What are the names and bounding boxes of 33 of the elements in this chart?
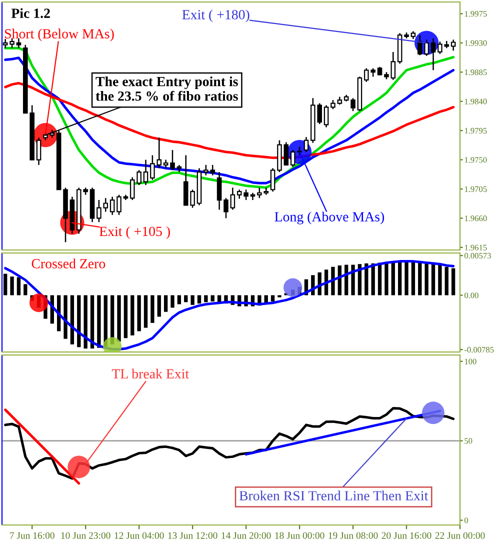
y-tick-label: 50 — [464, 438, 472, 444]
y-tick-label: 0.00573 — [464, 252, 491, 259]
annotation: Crossed Zero — [32, 258, 106, 268]
x-tick-label: 18 Jun 00:00 — [275, 532, 324, 539]
y-tick-label: 1.9750 — [464, 157, 487, 163]
y-tick-label: 1.9615 — [464, 244, 487, 250]
chart-title: Pic 1.2 — [11, 8, 50, 18]
annotation: Exit ( +105 ) — [99, 226, 170, 239]
annotation: TL break Exit — [112, 368, 190, 379]
y-tick-label: 1.9930 — [464, 40, 487, 46]
x-tick-label: 14 Jun 20:00 — [222, 532, 271, 539]
x-tick-label: 13 Jun 12:00 — [168, 532, 218, 539]
x-tick-label: 20 Jun 16:00 — [382, 532, 432, 539]
y-tick-label: 1.9705 — [464, 186, 487, 192]
y-tick-label: 0.00 — [464, 292, 478, 298]
y-tick-label: 1.9795 — [464, 128, 487, 134]
annotation: Broken RSI Trend Line Then Exit — [239, 490, 428, 500]
y-tick-label: 1.9660 — [464, 216, 487, 222]
y-tick-label: 1.9885 — [464, 69, 487, 76]
x-tick-label: 19 Jun 08:00 — [328, 532, 378, 539]
y-tick-label: 100 — [464, 358, 476, 364]
y-tick-label: 1.9975 — [464, 11, 487, 17]
y-tick-label: 0 — [464, 518, 468, 524]
annotation: Short (Below MAs) — [5, 28, 114, 42]
y-tick-label: -0.00785 — [464, 346, 494, 353]
annotation: Exit ( +180) — [182, 10, 250, 22]
x-tick-label: 12 Jun 04:00 — [114, 532, 164, 539]
annotation: The exact Entry point is the 23.5 % of fibo ratios — [96, 76, 238, 101]
x-tick-label: 10 Jun 23:00 — [61, 532, 110, 539]
x-tick-label: 22 Jun 00:00 — [435, 532, 485, 539]
x-tick-label: 7 Jun 16:00 — [10, 532, 54, 539]
y-tick-label: 1.9840 — [464, 98, 487, 104]
annotation: Long (Above MAs) — [274, 212, 384, 224]
